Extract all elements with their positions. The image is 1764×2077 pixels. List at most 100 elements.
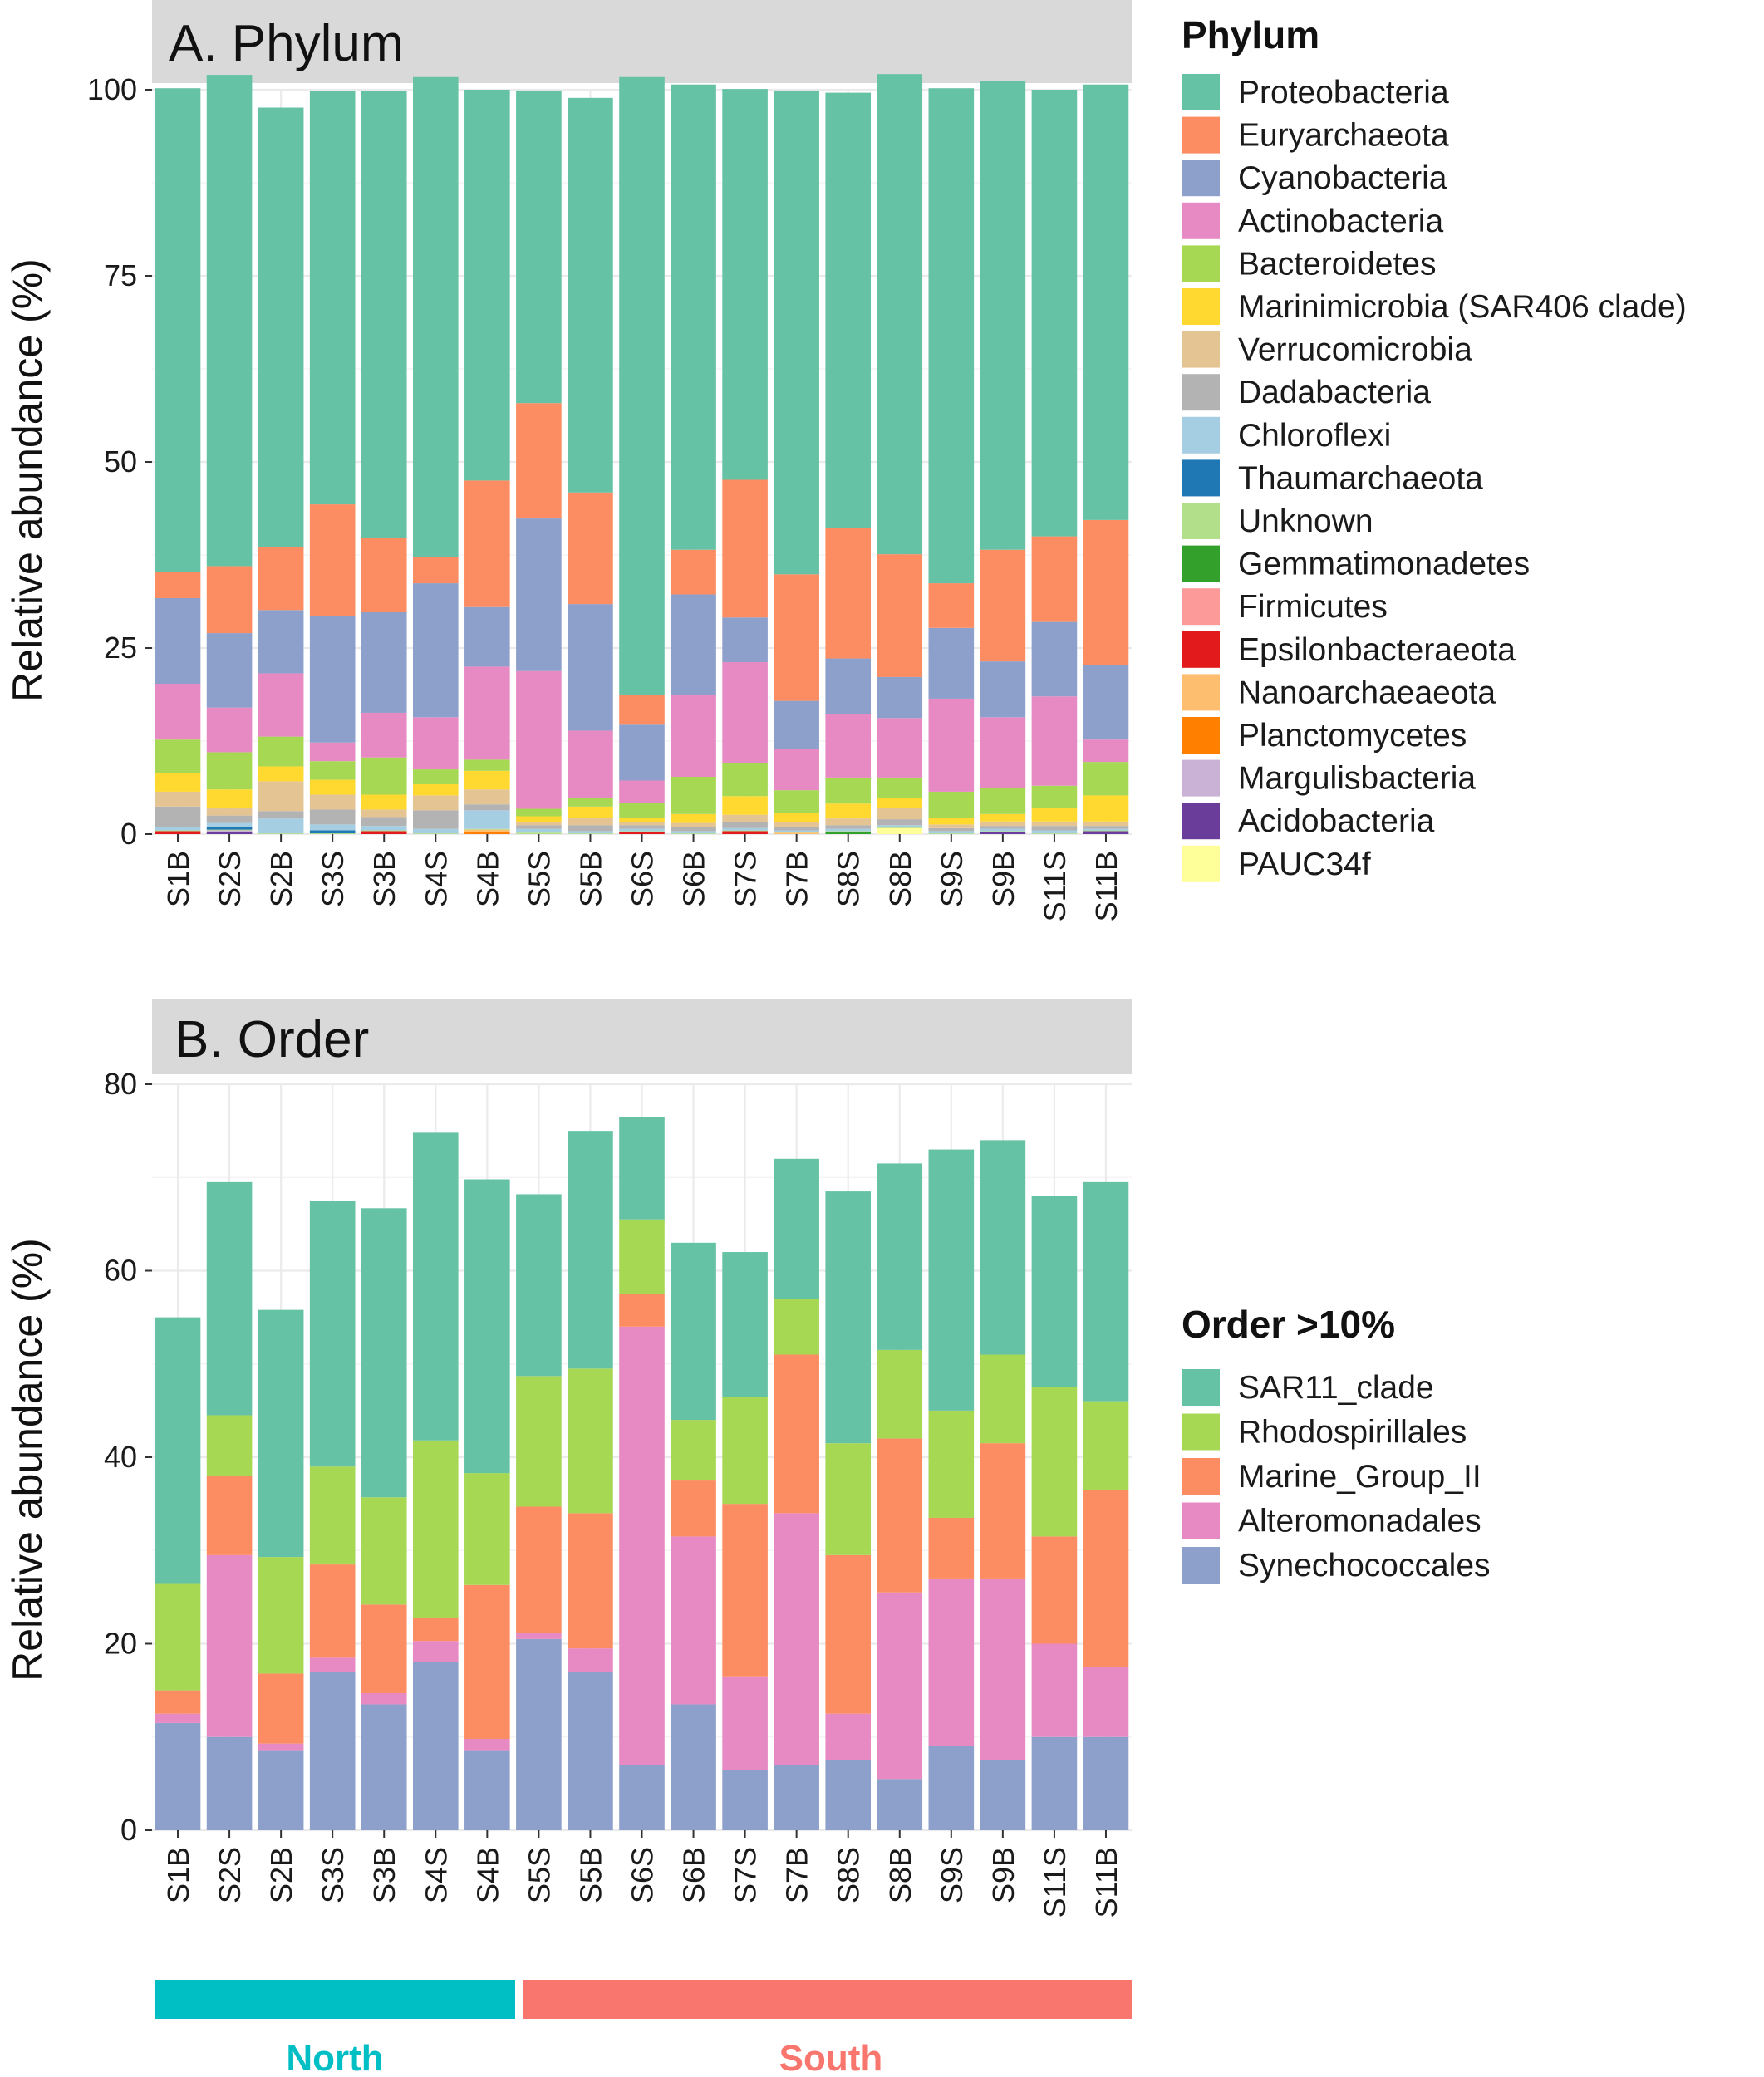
bar-segment-verrucomicrobia-s2s (206, 808, 253, 816)
bar-segment-proteobacteria-s1b (155, 88, 201, 572)
bar-segment-chloroflexi-s6s (619, 828, 665, 832)
legend-swatch-bacteroidetes (1182, 245, 1220, 282)
bar-segment-dadabacteria-s7s (722, 822, 768, 828)
bar-segment-proteobacteria-s6s (619, 76, 665, 695)
bar-segment-verrucomicrobia-s9s (928, 824, 975, 828)
bar-segment-synechococcales-s3s (309, 1672, 356, 1830)
bar-segment-sar11-clade-s5s (516, 1194, 562, 1377)
bar-segment-sar11-clade-s1b (155, 1317, 201, 1584)
bar-segment-marinimicrobia-sar406-clade-s5s (516, 816, 562, 822)
x-tick-label: S8S (832, 1847, 866, 1903)
bar-segment-bacteroidetes-s7b (774, 790, 819, 813)
bar-segment-cyanobacteria-s8s (825, 658, 872, 714)
bar-segment-verrucomicrobia-s4b (464, 789, 510, 805)
legend-label: Proteobacteria (1238, 75, 1449, 110)
bar-segment-synechococcales-s8b (877, 1779, 923, 1830)
bar-segment-alteromonadales-s11s (1031, 1643, 1078, 1737)
bar-segment-verrucomicrobia-s6s (619, 822, 665, 826)
bar-segment-proteobacteria-s4b (464, 90, 510, 481)
bar-segment-cyanobacteria-s7s (722, 617, 768, 663)
bar-segment-actinobacteria-s7s (722, 662, 768, 763)
bar-segment-euryarchaeota-s7s (722, 479, 768, 618)
bar-segment-marine-group-ii-s11s (1031, 1536, 1078, 1644)
bar-segment-proteobacteria-s9b (980, 81, 1026, 550)
bar-segment-bacteroidetes-s11s (1031, 785, 1078, 808)
x-tick-label: S6B (677, 851, 711, 907)
x-tick-label: S11B (1089, 1847, 1123, 1917)
bar-segment-marine-group-ii-s7s (722, 1504, 768, 1677)
bar-segment-euryarchaeota-s11s (1031, 536, 1078, 622)
bar-segment-rhodospirillales-s6b (671, 1420, 716, 1481)
x-tick-label: S8B (883, 1847, 917, 1903)
bar-segment-marinimicrobia-sar406-clade-s6b (671, 813, 716, 823)
legend-swatch-chloroflexi (1182, 416, 1220, 454)
bar-segment-marinimicrobia-sar406-clade-s9b (980, 813, 1026, 822)
bar-segment-cyanobacteria-s6b (671, 594, 716, 695)
bar-segment-sar11-clade-s3b (361, 1208, 407, 1498)
legend-swatch-proteobacteria (1182, 74, 1220, 110)
x-tick-label: S8B (883, 851, 917, 907)
bar-segment-alteromonadales-s11b (1083, 1667, 1129, 1737)
legend-swatch-cyanobacteria (1182, 160, 1220, 197)
bar-segment-cyanobacteria-s3s (309, 616, 356, 743)
bar-segment-thaumarchaeota-s3s (309, 830, 356, 834)
bar-segment-chloroflexi-s2b (258, 818, 304, 834)
bar-segment-marine-group-ii-s3s (309, 1564, 356, 1658)
legend-label: Unknown (1238, 503, 1373, 539)
x-tick-label: S5S (522, 851, 556, 907)
phylum-legend: Phylum Proteobacteria Euryarchaeota Cyanob… (1182, 13, 1687, 882)
bar-segment-euryarchaeota-s9b (980, 549, 1026, 662)
bar-segment-dadabacteria-s3b (361, 817, 407, 827)
panel-a-y-ticks: 0 25 50 75 100 (87, 72, 152, 851)
bar-segment-marinimicrobia-sar406-clade-s7b (774, 813, 819, 822)
bar-segment-chloroflexi-s5b (568, 831, 613, 834)
bar-segment-proteobacteria-s2s (206, 75, 253, 567)
bar-segment-bacteroidetes-s6b (671, 777, 716, 814)
x-tick-label: S11S (1038, 1847, 1072, 1917)
x-tick-label: S7B (780, 1847, 814, 1903)
bar-segment-unknown-s6s (619, 831, 665, 832)
bar-segment-euryarchaeota-s7b (774, 574, 819, 701)
bar-segment-unknown-s2b (258, 833, 304, 834)
bar-segment-cyanobacteria-s5b (568, 604, 613, 731)
bar-segment-synechococcales-s2b (258, 1750, 304, 1830)
bar-segment-chloroflexi-s2s (206, 822, 253, 827)
legend-label: Synechococcales (1238, 1548, 1491, 1584)
bar-segment-verrucomicrobia-s11b (1083, 821, 1129, 827)
legend-label: Marinimicrobia (SAR406 clade) (1238, 289, 1687, 325)
bar-segment-verrucomicrobia-s6b (671, 822, 716, 827)
x-tick-label: S5S (522, 1847, 556, 1903)
bar-segment-synechococcales-s7b (774, 1765, 819, 1830)
y-tick-label: 0 (120, 1813, 137, 1847)
phylum-legend-title: Phylum (1182, 13, 1319, 56)
bar-segment-verrucomicrobia-s8s (825, 818, 872, 826)
bar-segment-gemmatimonadetes-s8s (825, 832, 872, 834)
legend-label: Actinobacteria (1238, 204, 1443, 239)
bar-segment-marinimicrobia-sar406-clade-s8s (825, 803, 872, 819)
bar-segment-sar11-clade-s4s (412, 1132, 459, 1441)
legend-swatch-synechococcales (1182, 1547, 1220, 1584)
bar-segment-actinobacteria-s5s (516, 670, 562, 809)
bar-segment-actinobacteria-s3s (309, 742, 356, 762)
legend-label: Margulisbacteria (1238, 761, 1476, 797)
bar-segment-alteromonadales-s5s (516, 1633, 562, 1639)
bar-segment-dadabacteria-s11s (1031, 826, 1078, 831)
bar-segment-rhodospirillales-s9s (928, 1410, 975, 1518)
bar-segment-actinobacteria-s4s (412, 717, 459, 770)
bar-segment-dadabacteria-s7b (774, 827, 819, 831)
bar-segment-unknown-s5s (516, 832, 562, 834)
legend-swatch-thaumarchaeota (1182, 459, 1220, 497)
legend-label: Alteromonadales (1238, 1504, 1481, 1539)
bar-segment-dadabacteria-s11b (1083, 826, 1129, 829)
x-tick-label: S2B (264, 1847, 298, 1903)
bar-segment-cyanobacteria-s4s (412, 583, 459, 718)
bar-segment-synechococcales-s3b (361, 1704, 407, 1830)
bar-segment-euryarchaeota-s9s (928, 583, 975, 628)
bar-segment-marine-group-ii-s1b (155, 1690, 201, 1714)
bar-segment-dadabacteria-s2s (206, 815, 253, 823)
bar-segment-euryarchaeota-s4b (464, 480, 510, 607)
bar-segment-bacteroidetes-s7s (722, 762, 768, 797)
y-tick-label: 0 (120, 817, 137, 851)
x-tick-label: S2S (213, 851, 247, 907)
